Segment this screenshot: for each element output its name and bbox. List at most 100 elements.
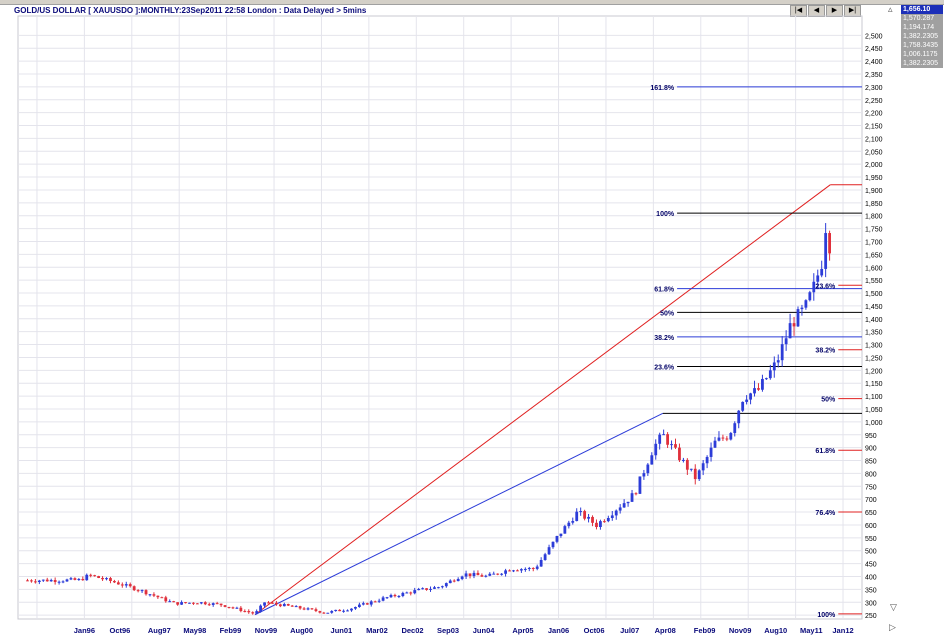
candle-body: [796, 309, 800, 327]
candle-body: [654, 443, 658, 456]
candle-body: [45, 579, 49, 582]
x-tick-label: Oct96: [110, 626, 131, 635]
candle-body: [678, 447, 681, 461]
candle-body: [168, 601, 172, 603]
fib-label: 23.6%: [815, 283, 836, 290]
candle-body: [527, 567, 531, 569]
x-tick-label: Aug97: [148, 626, 171, 635]
candle-body: [749, 393, 752, 400]
y-tick-label: 1,150: [865, 381, 883, 388]
candle-body: [113, 581, 116, 583]
candle-body: [105, 578, 108, 580]
candle-body: [476, 572, 480, 576]
candle-body: [472, 572, 476, 577]
candle-body: [405, 592, 409, 594]
candle-body: [543, 554, 547, 561]
x-tick-label: Feb09: [694, 626, 716, 635]
candle-body: [764, 378, 768, 380]
y-tick-label: 1,350: [865, 330, 883, 337]
candle-layer: [26, 223, 831, 615]
candle-body: [666, 434, 669, 445]
candle-body: [500, 573, 504, 575]
candle-body: [69, 578, 73, 580]
candle-body: [717, 437, 721, 441]
y-tick-label: 500: [865, 549, 877, 556]
candle-body: [425, 588, 428, 590]
x-tick-label: Jan06: [548, 626, 569, 635]
fib-label: 23.6%: [654, 364, 675, 371]
candle-body: [575, 511, 579, 522]
y-tick-label: 250: [865, 613, 877, 620]
candle-body: [199, 602, 203, 604]
candle-body: [338, 609, 342, 612]
label-layer: 250 300 350 400 450 500 550 600 650 700 750 800 850 9…: [74, 33, 883, 635]
candle-body: [223, 605, 227, 607]
filter-icon[interactable]: ▽: [890, 602, 897, 612]
y-tick-label: 1,550: [865, 278, 883, 285]
candle-body: [480, 575, 484, 577]
candle-body: [610, 515, 614, 519]
candle-body: [73, 578, 77, 580]
candle-body: [685, 459, 689, 470]
candle-body: [322, 612, 326, 614]
candle-body: [737, 410, 741, 424]
candle-body: [433, 587, 436, 589]
candle-body: [85, 574, 89, 581]
candle-body: [318, 611, 322, 613]
candle-body: [357, 604, 361, 607]
y-tick-label: 600: [865, 523, 877, 530]
candle-body: [290, 605, 294, 607]
candle-body: [314, 609, 318, 612]
candle-body: [753, 388, 756, 394]
candle-body: [231, 607, 235, 609]
candle-body: [49, 579, 53, 582]
y-tick-label: 550: [865, 536, 877, 543]
y-tick-label: 2,100: [865, 136, 883, 143]
candle-body: [816, 275, 820, 282]
trend-line: [254, 412, 664, 616]
x-tick-label: Feb99: [220, 626, 242, 635]
candle-body: [393, 594, 397, 597]
fib-label: 76.4%: [815, 510, 836, 517]
candle-body: [77, 578, 81, 580]
candle-body: [302, 608, 306, 610]
candle-body: [373, 601, 377, 603]
candle-body: [729, 433, 733, 440]
candle-body: [267, 602, 270, 604]
candle-body: [156, 595, 160, 598]
candle-body: [120, 584, 124, 586]
candle-body: [437, 587, 440, 589]
candle-body: [239, 607, 243, 612]
candle-body: [429, 588, 432, 590]
candle-body: [306, 608, 310, 610]
candle-body: [531, 567, 535, 569]
candle-body: [571, 521, 575, 523]
candle-body: [397, 595, 401, 597]
candle-body: [780, 344, 784, 361]
window-top-edge: [0, 0, 944, 5]
y-tick-label: 900: [865, 446, 877, 453]
y-tick-label: 2,350: [865, 72, 883, 79]
candle-body: [330, 610, 334, 613]
y-tick-label: 2,150: [865, 124, 883, 131]
scroll-up-icon[interactable]: ▵: [888, 4, 893, 14]
candle-body: [89, 574, 93, 576]
y-tick-label: 1,500: [865, 291, 883, 298]
candle-body: [93, 575, 97, 577]
y-tick-label: 2,300: [865, 85, 883, 92]
candle-body: [152, 594, 156, 596]
candle-body: [512, 570, 515, 572]
y-tick-label: 650: [865, 510, 877, 517]
candle-body: [255, 611, 259, 614]
candle-body: [282, 603, 286, 607]
fib-label: 61.8%: [654, 287, 675, 294]
candle-body: [440, 586, 444, 588]
fib-layer: [254, 86, 862, 616]
scroll-right-icon[interactable]: ▷: [889, 622, 896, 632]
candle-body: [662, 434, 666, 436]
y-tick-label: 2,250: [865, 98, 883, 105]
candle-body: [203, 602, 207, 605]
candle-body: [567, 522, 571, 527]
x-tick-label: Aug00: [290, 626, 313, 635]
